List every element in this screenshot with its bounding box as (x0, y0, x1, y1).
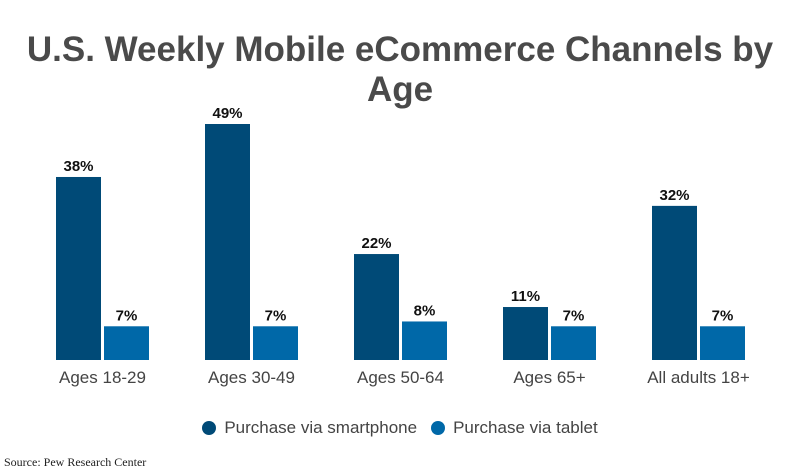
bar (503, 307, 548, 360)
data-label: 7% (265, 307, 287, 324)
bar (700, 326, 745, 360)
data-label: 7% (116, 307, 138, 324)
x-tick-label: Ages 65+ (513, 368, 585, 387)
data-label: 38% (63, 158, 93, 175)
bar (104, 326, 149, 360)
legend: Purchase via smartphone Purchase via tab… (0, 418, 800, 438)
bar (56, 176, 101, 360)
bar (354, 254, 399, 360)
bar (205, 124, 250, 360)
bar (652, 205, 697, 360)
legend-label: Purchase via tablet (453, 418, 598, 437)
data-label: 7% (712, 307, 734, 324)
data-label: 11% (511, 288, 540, 305)
data-label: 22% (361, 235, 391, 252)
data-label: 32% (659, 187, 689, 204)
chart-title: U.S. Weekly Mobile eCommerce Channels by… (26, 30, 774, 109)
x-tick-label: Ages 18-29 (59, 368, 146, 387)
bar (402, 321, 447, 360)
data-label: 8% (414, 302, 436, 319)
legend-swatch (202, 421, 217, 435)
legend-label: Purchase via smartphone (224, 418, 418, 437)
x-tick-label: Ages 50-64 (357, 368, 444, 387)
legend-swatch (431, 421, 446, 435)
data-label: 49% (212, 105, 242, 122)
legend-item-smartphone: Purchase via smartphone (202, 418, 417, 438)
legend-item-tablet: Purchase via tablet (431, 418, 598, 438)
bar-chart: 38% 7% Ages 18-29 49% 7% Ages 30-49 22% 8% Ages … (56, 105, 750, 387)
x-tick-label: Ages 30-49 (208, 368, 295, 387)
data-label: 7% (563, 307, 585, 324)
bar (253, 326, 298, 360)
x-tick-label: All adults 18+ (647, 368, 750, 387)
bar (551, 326, 596, 360)
source-note: Source: Pew Research Center (4, 455, 147, 469)
